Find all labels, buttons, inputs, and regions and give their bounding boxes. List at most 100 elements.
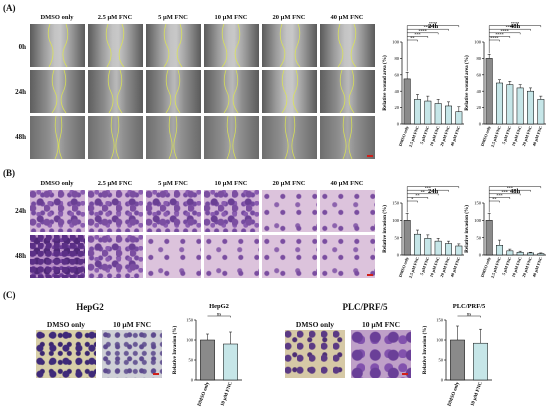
- bar: [445, 243, 452, 256]
- y-axis-label: Relative invasion (%): [463, 205, 470, 253]
- row-label-b-48h: 48h: [15, 252, 26, 260]
- y-tick-label: 150: [474, 201, 482, 206]
- x-tick-label: 10 μM FNC: [429, 256, 441, 278]
- wound-image: [262, 24, 317, 67]
- y-tick-label: 0: [397, 122, 400, 127]
- panel-c-letter: (C): [3, 290, 16, 300]
- y-tick-label: 40: [477, 89, 482, 94]
- chart-title: 24h: [428, 23, 439, 30]
- y-tick-label: 100: [186, 338, 194, 343]
- sig-label: ***: [496, 193, 502, 198]
- sig-label: ***: [502, 189, 508, 194]
- sig-label: ***: [430, 185, 436, 187]
- bar: [485, 58, 493, 125]
- bar: [414, 233, 421, 256]
- chart-title: HepG2: [209, 303, 229, 310]
- wound-image: [30, 70, 85, 113]
- y-tick-label: 80: [477, 56, 482, 61]
- y-tick-label: 150: [392, 201, 400, 206]
- x-tick-label: 2.5 μM FNC: [408, 125, 420, 148]
- bar: [403, 220, 411, 256]
- col-label-a-5: 20 μM FNC: [272, 14, 306, 21]
- bar: [506, 250, 514, 256]
- bar: [473, 342, 488, 381]
- col-label-a-2: 2.5 μM FNC: [97, 14, 133, 21]
- x-tick-label: 40 μM FNC: [449, 256, 461, 278]
- bar: [496, 82, 503, 125]
- bar: [537, 99, 545, 125]
- row-label-a-48h: 48h: [15, 133, 26, 141]
- col-label-a-6: 40 μM FNC: [330, 14, 364, 21]
- sig-label: **: [415, 193, 419, 198]
- wound-image: [262, 70, 317, 113]
- sig-label: ****: [506, 25, 514, 30]
- plc-label-fnc: 10 μM FNC: [362, 320, 400, 329]
- wound-edge-traces: [47, 24, 357, 160]
- x-tick-label: 2.5 μM FNC: [408, 256, 420, 279]
- plc-fnc-image: [351, 330, 411, 378]
- bar: [445, 105, 452, 125]
- x-tick-label: 5 μM FNC: [501, 256, 512, 276]
- wound-image: [204, 70, 259, 113]
- sig-label: ns: [217, 313, 222, 318]
- wound-image: [146, 70, 201, 113]
- invasion-image: [262, 190, 317, 232]
- wound-image: [88, 70, 143, 113]
- wound-image: [30, 24, 85, 67]
- y-tick-label: 60: [477, 72, 482, 77]
- y-tick-label: 60: [395, 72, 400, 77]
- bar: [496, 245, 503, 256]
- x-tick-label: 5 μM FNC: [419, 125, 430, 145]
- y-tick-label: 50: [477, 235, 482, 240]
- invasion-image: [204, 190, 259, 232]
- chart-title: PLC/PRF/5: [453, 303, 486, 310]
- sig-label: ****: [495, 32, 503, 37]
- wound-image: [320, 116, 375, 159]
- sig-label: ***: [425, 186, 431, 191]
- bar: [403, 78, 411, 125]
- scale-bar: [367, 155, 373, 157]
- x-tick-label: 10 μM FNC: [471, 381, 484, 407]
- col-label-b-4: 10 μM FNC: [214, 180, 248, 187]
- hep-label-dmso: DMSO only: [46, 320, 86, 329]
- sig-label: ns: [467, 313, 472, 318]
- x-tick-label: 2.5 μM FNC: [490, 256, 502, 279]
- y-tick-label: 50: [395, 235, 400, 240]
- row-label-b-24h: 24h: [15, 207, 26, 215]
- wound-image: [204, 24, 259, 67]
- row-label-a-24h: 24h: [15, 88, 26, 96]
- x-tick-label: 40 μM FNC: [531, 125, 543, 147]
- y-axis-label: Relative invasion (%): [381, 205, 388, 253]
- plc-title: PLC/PRF/5: [342, 302, 388, 312]
- x-tick-label: 10 μM FNC: [429, 125, 441, 147]
- scale-bar: [153, 373, 159, 375]
- x-tick-label: 20 μM FNC: [521, 125, 533, 147]
- chart-title: 48h: [510, 23, 521, 30]
- hepg2-dmso-image: [36, 330, 96, 378]
- sig-label: ****: [418, 28, 426, 33]
- sig-label: ****: [511, 21, 519, 26]
- bar: [516, 251, 524, 256]
- x-tick-label: 5 μM FNC: [501, 125, 512, 145]
- y-axis-label: Relative wound area (%): [463, 55, 470, 111]
- wound-image: [320, 70, 375, 113]
- col-label-a-1: DMSO only: [40, 14, 74, 21]
- bar: [434, 240, 442, 256]
- sig-label: ****: [424, 25, 432, 30]
- y-tick-label: 50: [439, 358, 444, 363]
- col-label-b-5: 20 μM FNC: [272, 180, 306, 187]
- bar: [434, 103, 442, 125]
- invasion-image: [146, 190, 201, 232]
- y-tick-label: 150: [186, 318, 194, 323]
- wound-image: [204, 116, 259, 159]
- wound-image: [88, 24, 143, 67]
- y-tick-label: 0: [191, 378, 194, 383]
- chart-c-plc: PLC/PRF/5 Relative Invasion (%) 0 50 100 150 D…: [421, 303, 492, 407]
- bar: [414, 99, 421, 125]
- x-tick-label: 10 μM FNC: [511, 256, 523, 278]
- wound-image: [88, 116, 143, 159]
- invasion-image: [320, 235, 375, 278]
